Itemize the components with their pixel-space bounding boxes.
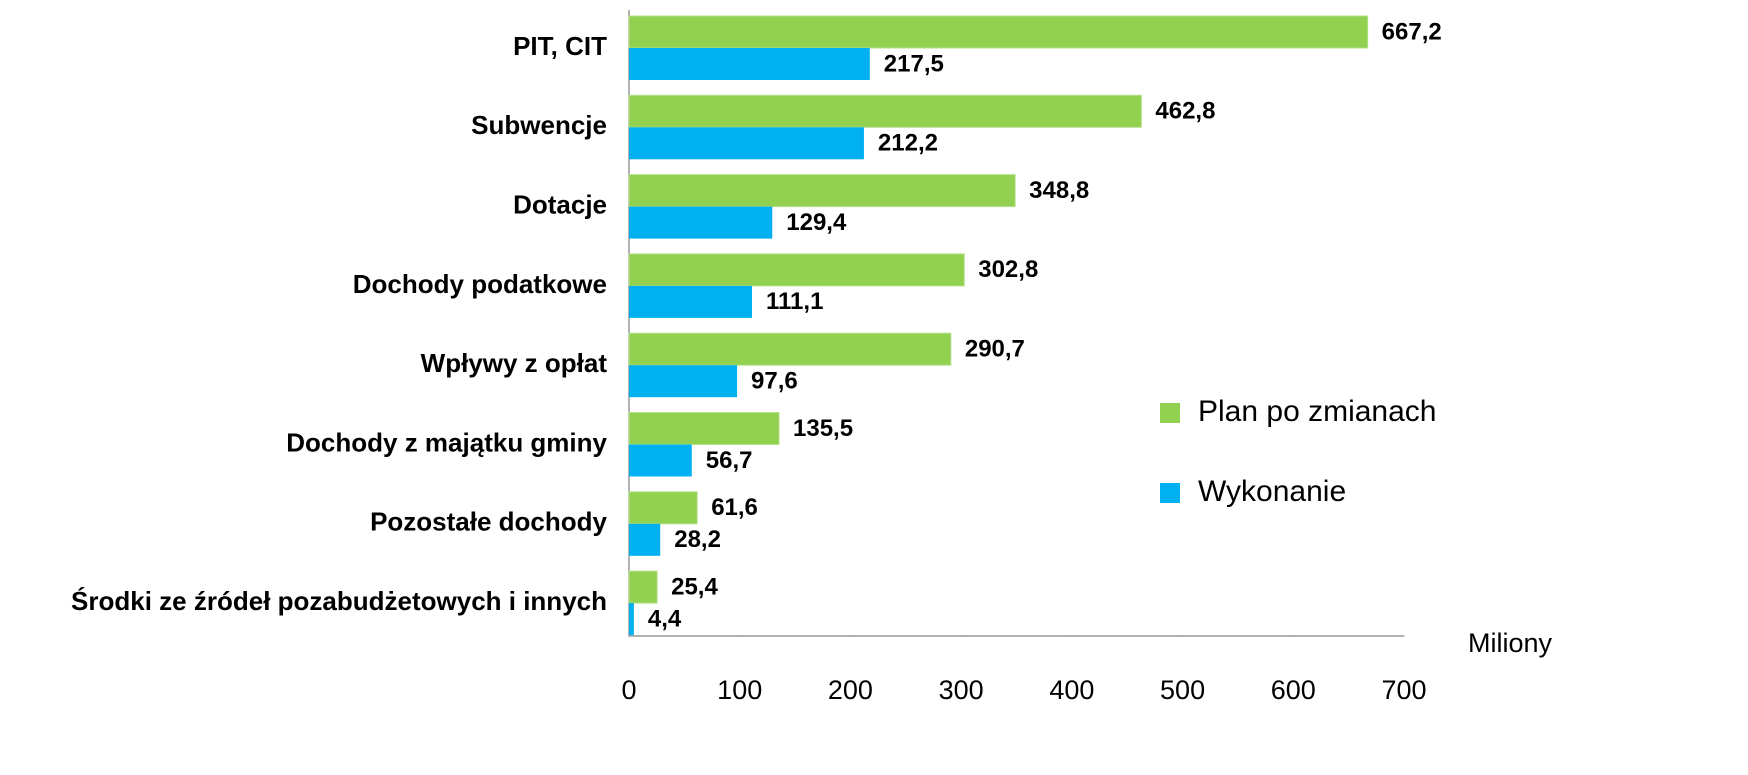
value-label: 290,7 [965,336,1025,363]
value-label: 302,8 [978,256,1038,283]
x-tick-label: 200 [828,675,873,705]
bar [628,570,658,604]
value-label: 61,6 [711,494,758,521]
legend-swatch [1160,403,1180,423]
value-label: 217,5 [884,50,944,77]
legend-label: Wykonanie [1198,475,1346,508]
value-label: 111,1 [766,288,823,315]
value-label: 56,7 [706,447,753,474]
y-tick-label: Pozostałe dochody [370,507,607,537]
x-tick-label: 0 [621,675,636,705]
bar [628,491,698,525]
x-tick-label: 100 [717,675,762,705]
bar [628,253,965,287]
bar [629,285,753,318]
y-tick-label: Subwencje [471,110,607,140]
y-tick-label: Środki ze źródeł pozabudżetowych i innyc… [71,586,607,616]
bar [629,603,634,636]
value-label: 4,4 [648,605,682,632]
value-label: 135,5 [793,415,853,442]
y-tick-label: Dochody podatkowe [353,269,607,299]
bar [628,332,952,366]
bar [629,206,773,239]
legend-swatch [1160,483,1180,503]
bar [629,444,692,477]
x-tick-label: 700 [1381,675,1426,705]
value-label: 25,4 [671,573,718,600]
bar [629,48,870,80]
value-label: 129,4 [786,209,847,236]
x-axis-label: Miliony [1468,628,1553,658]
y-tick-label: PIT, CIT [513,31,607,61]
bar [628,15,1369,49]
value-label: 462,8 [1155,98,1215,125]
x-tick-label: 300 [939,675,984,705]
y-tick-label: Dotacje [513,189,607,219]
x-tick-label: 600 [1271,675,1316,705]
x-tick-label: 500 [1160,675,1205,705]
bar [629,127,864,160]
bar [628,94,1142,128]
value-label: 348,8 [1029,177,1089,204]
bar [628,412,780,445]
bar [629,523,661,556]
legend-label: Plan po zmianach [1198,395,1436,428]
x-tick-label: 400 [1049,675,1094,705]
value-label: 212,2 [878,130,938,157]
value-label: 667,2 [1382,18,1442,45]
y-tick-label: Wpływy z opłat [421,348,608,378]
y-tick-label: Dochody z majątku gminy [286,427,607,457]
bar [629,365,738,398]
value-label: 28,2 [674,526,721,553]
bar [628,174,1016,208]
value-label: 97,6 [751,368,798,395]
